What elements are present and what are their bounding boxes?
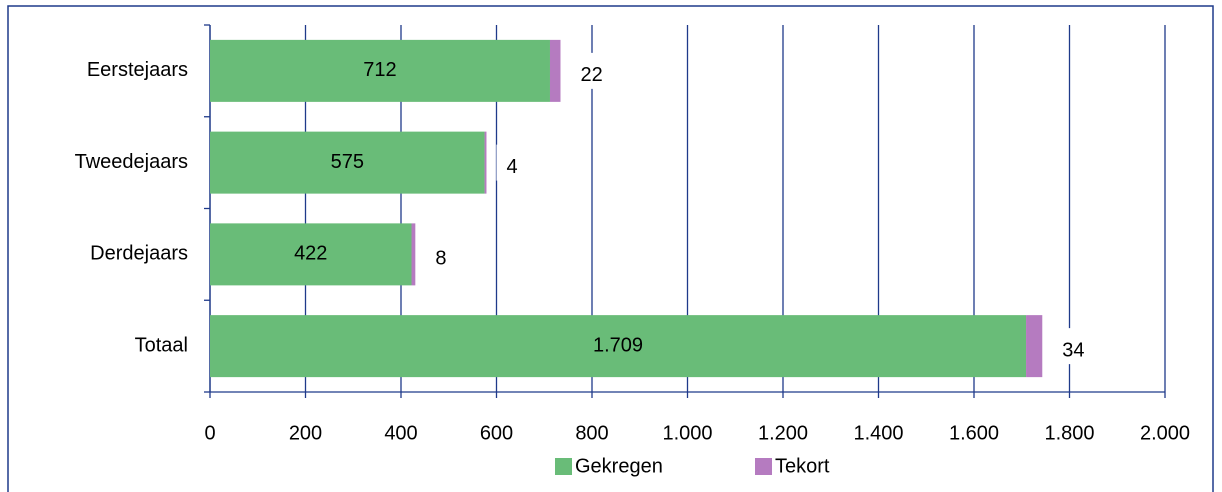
x-tick-label: 1.000	[662, 422, 712, 444]
x-tick-label: 1.600	[949, 422, 999, 444]
x-tick-label: 200	[289, 422, 322, 444]
x-tick-label: 1.200	[758, 422, 808, 444]
bar-segment	[210, 315, 1027, 378]
bar-segment	[210, 223, 412, 286]
legend-swatch	[555, 458, 572, 475]
legend-label: Gekregen	[575, 455, 663, 477]
value-label-bg	[425, 236, 470, 273]
x-tick-label: 400	[384, 422, 417, 444]
bar-segment	[549, 39, 561, 102]
legend-swatch	[755, 458, 772, 475]
x-tick-label: 800	[575, 422, 608, 444]
y-tick-label: Tweedejaars	[75, 151, 188, 173]
value-label-bg	[570, 52, 615, 89]
value-label: 422	[294, 243, 327, 265]
value-label: 1.709	[593, 334, 643, 356]
value-label: 8	[435, 248, 446, 270]
value-label-bg	[1052, 328, 1097, 365]
x-tick-label: 0	[204, 422, 215, 444]
x-tick-label: 600	[480, 422, 513, 444]
y-tick-label: Totaal	[135, 334, 188, 356]
value-label: 22	[580, 64, 602, 86]
bar-segment	[411, 223, 416, 286]
bar-segment	[210, 131, 485, 194]
bar-segment	[1026, 315, 1043, 378]
bar-segment	[210, 39, 550, 102]
x-tick-label: 1.400	[853, 422, 903, 444]
y-tick-label: Derdejaars	[90, 243, 188, 265]
x-tick-label: 2.000	[1140, 422, 1190, 444]
value-label: 712	[363, 59, 396, 81]
bar-segment	[484, 131, 487, 194]
value-label: 4	[506, 156, 517, 178]
legend-label: Tekort	[775, 455, 830, 477]
y-tick-label: Eerstejaars	[87, 59, 188, 81]
x-tick-label: 1.800	[1044, 422, 1094, 444]
value-label: 575	[331, 151, 364, 173]
value-label: 34	[1062, 339, 1084, 361]
value-label-bg	[496, 144, 541, 181]
